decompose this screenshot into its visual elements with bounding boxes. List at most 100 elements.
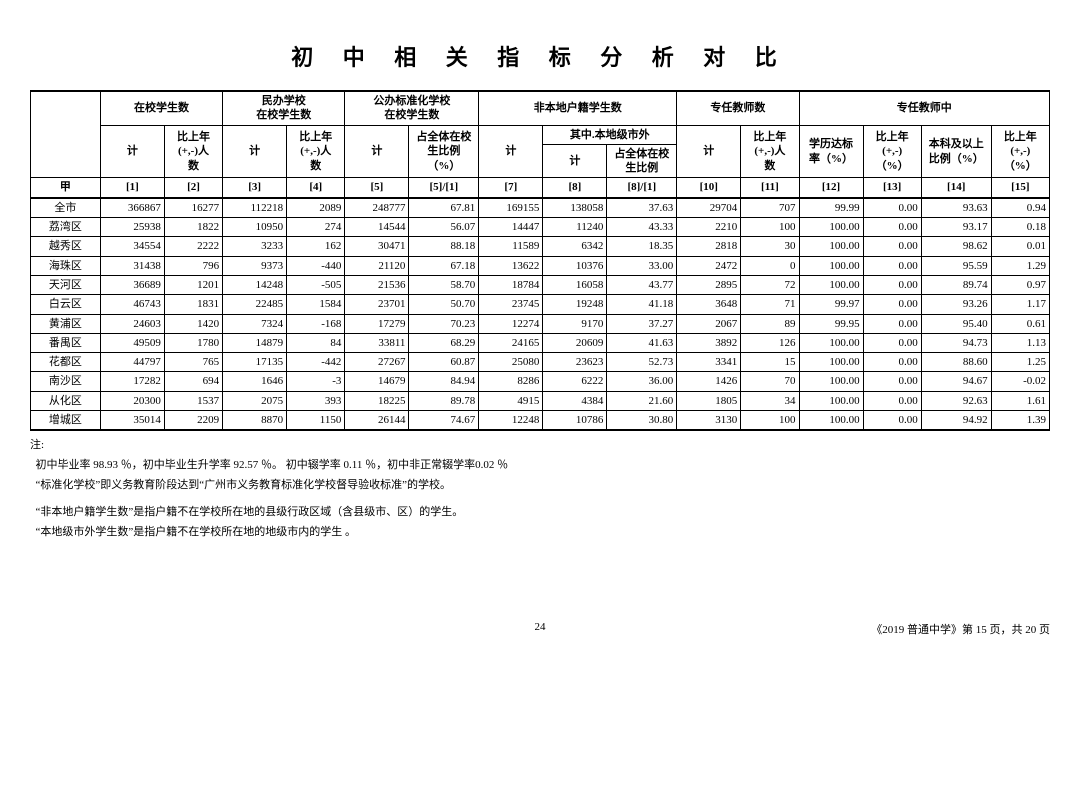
- hdr-ji: 计: [543, 144, 607, 178]
- data-cell: 1.25: [991, 353, 1049, 372]
- hdr-diff: 比上年 (+,-)人 数: [287, 125, 345, 178]
- data-cell: 14248: [223, 275, 287, 294]
- hdr-ji: 计: [677, 125, 741, 178]
- data-cell: 2075: [223, 391, 287, 410]
- data-cell: 100: [741, 218, 799, 237]
- hdr-public-std: 公办标准化学校 在校学生数: [345, 91, 479, 125]
- data-cell: 0.00: [863, 295, 921, 314]
- region-cell: 增城区: [31, 411, 101, 431]
- data-cell: 4915: [479, 391, 543, 410]
- region-cell: 黄浦区: [31, 314, 101, 333]
- data-cell: 26144: [345, 411, 409, 431]
- data-cell: 248777: [345, 198, 409, 218]
- hdr-idx: [5]/[1]: [409, 178, 479, 198]
- data-cell: 2895: [677, 275, 741, 294]
- data-cell: 89.78: [409, 391, 479, 410]
- data-cell: 100.00: [799, 391, 863, 410]
- page-title: 初 中 相 关 指 标 分 析 对 比: [30, 40, 1050, 72]
- data-cell: 37.27: [607, 314, 677, 333]
- hdr-idx: [7]: [479, 178, 543, 198]
- data-cell: -442: [287, 353, 345, 372]
- data-cell: 100.00: [799, 218, 863, 237]
- data-cell: 366867: [100, 198, 164, 218]
- data-cell: 0.00: [863, 411, 921, 431]
- hdr-idx: [8]: [543, 178, 607, 198]
- data-cell: 67.81: [409, 198, 479, 218]
- data-cell: 60.87: [409, 353, 479, 372]
- hdr-ji: 计: [479, 125, 543, 178]
- region-cell: 天河区: [31, 275, 101, 294]
- data-cell: 94.73: [921, 333, 991, 352]
- data-table: 在校学生数 民办学校 在校学生数 公办标准化学校 在校学生数 非本地户籍学生数 …: [30, 90, 1050, 431]
- data-cell: 12248: [479, 411, 543, 431]
- note-line: “本地级市外学生数”是指户籍不在学校所在地的地级市内的学生 。: [30, 524, 1050, 542]
- data-cell: 1646: [223, 372, 287, 391]
- data-cell: -440: [287, 256, 345, 275]
- table-body: 全市36686716277112218208924877767.81169155…: [31, 198, 1050, 431]
- data-cell: 100.00: [799, 411, 863, 431]
- data-cell: 10376: [543, 256, 607, 275]
- data-cell: 1805: [677, 391, 741, 410]
- data-cell: 24603: [100, 314, 164, 333]
- data-cell: 33.00: [607, 256, 677, 275]
- hdr-ji: 计: [100, 125, 164, 178]
- data-cell: 93.17: [921, 218, 991, 237]
- data-cell: 1150: [287, 411, 345, 431]
- region-cell: 花都区: [31, 353, 101, 372]
- data-cell: 3130: [677, 411, 741, 431]
- data-cell: 19248: [543, 295, 607, 314]
- hdr-idx: [2]: [164, 178, 222, 198]
- hdr-idx: [11]: [741, 178, 799, 198]
- hdr-idx: [1]: [100, 178, 164, 198]
- table-header: 在校学生数 民办学校 在校学生数 公办标准化学校 在校学生数 非本地户籍学生数 …: [31, 91, 1050, 198]
- data-cell: 34554: [100, 237, 164, 256]
- data-cell: 0.00: [863, 198, 921, 218]
- data-cell: 14544: [345, 218, 409, 237]
- data-cell: 138058: [543, 198, 607, 218]
- data-cell: 23701: [345, 295, 409, 314]
- hdr-pctall: 占全体在校 生比例 （%）: [409, 125, 479, 178]
- data-cell: 0.18: [991, 218, 1049, 237]
- hdr-private: 民办学校 在校学生数: [223, 91, 345, 125]
- note-line: “标准化学校”即义务教育阶段达到“广州市义务教育标准化学校督导验收标准”的学校。: [30, 477, 1050, 495]
- data-cell: 1.17: [991, 295, 1049, 314]
- hdr-students: 在校学生数: [100, 91, 222, 125]
- hdr-pctlocal: 占全体在校 生比例: [607, 144, 677, 178]
- data-cell: 72: [741, 275, 799, 294]
- table-row: 越秀区34554222232331623047188.1811589634218…: [31, 237, 1050, 256]
- data-cell: 98.62: [921, 237, 991, 256]
- hdr-nonlocal: 非本地户籍学生数: [479, 91, 677, 125]
- data-cell: 1201: [164, 275, 222, 294]
- data-cell: 11589: [479, 237, 543, 256]
- data-cell: 95.40: [921, 314, 991, 333]
- data-cell: 70: [741, 372, 799, 391]
- data-cell: 2089: [287, 198, 345, 218]
- region-cell: 白云区: [31, 295, 101, 314]
- hdr-teachers: 专任教师数: [677, 91, 799, 125]
- data-cell: 89.74: [921, 275, 991, 294]
- data-cell: 100.00: [799, 353, 863, 372]
- hdr-sublocal: 其中.本地级市外: [543, 125, 677, 144]
- data-cell: 765: [164, 353, 222, 372]
- data-cell: 9170: [543, 314, 607, 333]
- hdr-idx: [5]: [345, 178, 409, 198]
- data-cell: 3233: [223, 237, 287, 256]
- data-cell: 36689: [100, 275, 164, 294]
- data-cell: 46743: [100, 295, 164, 314]
- data-cell: 93.26: [921, 295, 991, 314]
- data-cell: 41.63: [607, 333, 677, 352]
- data-cell: 30.80: [607, 411, 677, 431]
- data-cell: 4384: [543, 391, 607, 410]
- data-cell: 2818: [677, 237, 741, 256]
- data-cell: 112218: [223, 198, 287, 218]
- data-cell: -0.02: [991, 372, 1049, 391]
- data-cell: 74.67: [409, 411, 479, 431]
- data-cell: 707: [741, 198, 799, 218]
- data-cell: 6342: [543, 237, 607, 256]
- data-cell: 2222: [164, 237, 222, 256]
- data-cell: 1420: [164, 314, 222, 333]
- region-cell: 全市: [31, 198, 101, 218]
- region-cell: 越秀区: [31, 237, 101, 256]
- hdr-bachelor: 本科及以上 比例（%）: [921, 125, 991, 178]
- data-cell: 41.18: [607, 295, 677, 314]
